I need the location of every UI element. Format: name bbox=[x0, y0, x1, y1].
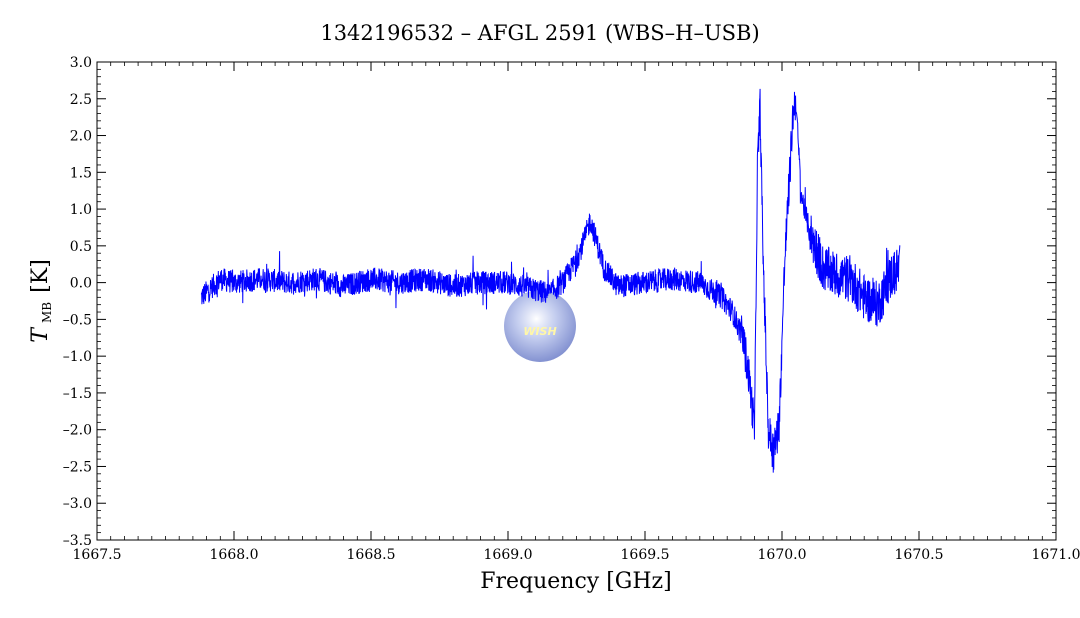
y-tick-label: –2.0 bbox=[63, 423, 92, 439]
wish-logo: WISH bbox=[504, 290, 576, 362]
y-tick-label: 3.0 bbox=[70, 55, 92, 71]
y-tick-label: –0.5 bbox=[63, 312, 92, 328]
axis-ticks bbox=[96, 61, 1057, 541]
x-tick-label: 1670.0 bbox=[758, 547, 807, 563]
y-tick-label: 1.0 bbox=[70, 202, 92, 218]
y-tick-label: –2.5 bbox=[63, 459, 92, 475]
y-axis-unit: [K] bbox=[28, 259, 53, 293]
y-tick-label: 2.5 bbox=[70, 92, 92, 108]
y-axis-symbol: T bbox=[28, 326, 53, 343]
x-tick-label: 1671.0 bbox=[1032, 547, 1080, 563]
x-tick-label: 1669.0 bbox=[484, 547, 533, 563]
x-tick-label: 1668.0 bbox=[210, 547, 259, 563]
y-tick-label: –1.5 bbox=[63, 386, 92, 402]
x-tick-labels: 1667.5 1668.0 1668.5 1669.0 1669.5 1670.0 1670… bbox=[73, 547, 1080, 563]
y-tick-labels: 3.0 2.5 2.0 1.5 1.0 0.5 0.0 –0.5 –1.0 –1.5 –2.0 –2.… bbox=[63, 55, 92, 549]
plot-frame bbox=[96, 61, 1057, 541]
y-tick-label: 0.0 bbox=[70, 276, 92, 292]
y-tick-label: –1.0 bbox=[63, 349, 92, 365]
x-tick-label: 1667.5 bbox=[73, 547, 122, 563]
y-tick-label: –3.5 bbox=[63, 533, 92, 549]
y-tick-label: 2.0 bbox=[70, 129, 92, 145]
y-tick-label: –3.0 bbox=[63, 496, 92, 512]
x-tick-label: 1669.5 bbox=[621, 547, 670, 563]
y-axis-subscript: MB bbox=[40, 302, 54, 323]
y-tick-label: 0.5 bbox=[70, 239, 92, 255]
wish-logo-text: WISH bbox=[523, 325, 556, 338]
x-tick-label: 1668.5 bbox=[347, 547, 396, 563]
svg-text:T MB [K]: T MB [K] bbox=[28, 259, 55, 343]
y-tick-label: 1.5 bbox=[70, 165, 92, 181]
x-tick-label: 1670.5 bbox=[895, 547, 944, 563]
series-line bbox=[200, 88, 901, 473]
x-axis-label: Frequency [GHz] bbox=[480, 569, 672, 594]
wish-logo-sphere bbox=[504, 290, 576, 362]
chart-title: 1342196532 – AFGL 2591 (WBS–H–USB) bbox=[320, 21, 759, 45]
y-axis-label: T MB [K] bbox=[28, 259, 55, 343]
